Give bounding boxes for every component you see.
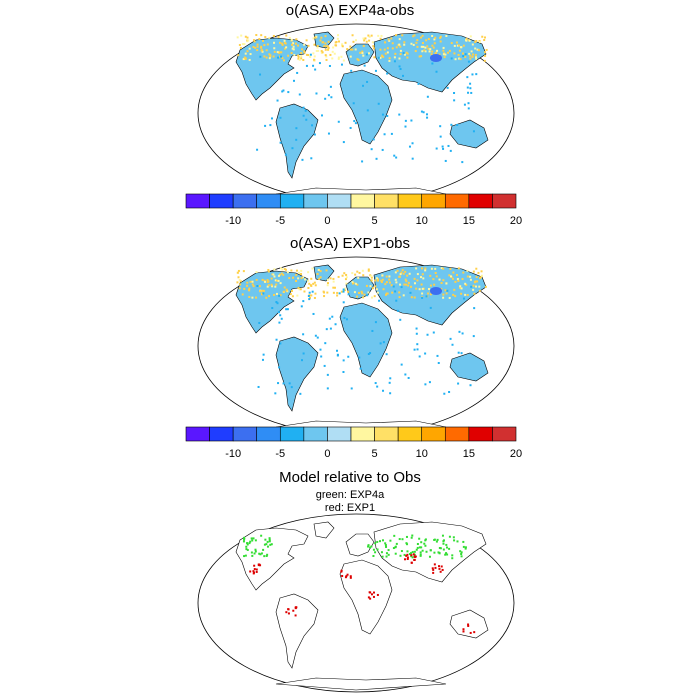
- continent-north-america: [235, 527, 309, 591]
- colorbar-swatch: [279, 426, 305, 442]
- colorbar-swatch: [303, 193, 328, 209]
- continent-australia: [449, 352, 489, 382]
- panel3-legend-green: green: EXP4a: [315, 489, 385, 501]
- strong-negative-patch: [430, 287, 442, 295]
- colorbar-tick-label: -10: [225, 215, 241, 227]
- exp1-cells: [249, 553, 476, 634]
- panel2-map: [197, 256, 515, 436]
- negative-anomaly-speckles: [256, 285, 476, 395]
- colorbar-swatch: [279, 193, 305, 209]
- negative-anomaly-speckles: [256, 52, 478, 164]
- panel1-map: [197, 23, 515, 203]
- continent-greenland: [313, 31, 335, 49]
- positive-anomaly-speckles: [236, 267, 487, 299]
- colorbar-tick-label: -5: [275, 448, 285, 460]
- colorbar-swatch: [421, 426, 446, 442]
- continent-south-america: [275, 336, 319, 412]
- colorbar-tick-label: 5: [372, 448, 378, 460]
- colorbar-swatch: [256, 426, 281, 442]
- panel3-title: Model relative to Obs: [279, 469, 421, 486]
- colorbar-swatch: [327, 426, 352, 442]
- colorbar-tick-label: 5: [372, 215, 378, 227]
- colorbar-swatch: [232, 426, 258, 442]
- colorbar-swatch: [374, 426, 399, 442]
- colorbar-tick-label: 15: [463, 215, 475, 227]
- exp4a-cells: [242, 534, 467, 560]
- colorbar-swatch: [303, 426, 328, 442]
- colorbar-swatch: [468, 426, 493, 442]
- colorbar-tick-label: 15: [463, 448, 475, 460]
- colorbar-swatch: [185, 426, 210, 442]
- continent-australia: [449, 119, 489, 149]
- colorbar-swatch: [350, 426, 375, 442]
- colorbar-swatch: [209, 426, 234, 442]
- continent-antarctica: [275, 677, 447, 691]
- colorbar-tick-label: -5: [275, 215, 285, 227]
- colorbar-swatch: [444, 193, 470, 209]
- strong-negative-patch: [430, 54, 442, 62]
- panel2-title: o(ASA) EXP1-obs: [289, 235, 411, 252]
- colorbar-swatch: [374, 193, 399, 209]
- panel1-title: o(ASA) EXP4a-obs: [285, 2, 415, 19]
- continent-africa: [339, 302, 393, 378]
- panel2-colorbar: -10 -5 0 5 10 15 20: [185, 426, 522, 460]
- colorbar-swatch: [185, 193, 210, 209]
- colorbar-swatch: [232, 193, 258, 209]
- colorbar-swatch: [397, 426, 423, 442]
- colorbar-swatch: [327, 193, 352, 209]
- continent-south-america: [275, 103, 319, 179]
- colorbar-tick-label: 20: [510, 215, 522, 227]
- colorbar-tick-label: 10: [416, 215, 428, 227]
- panel1-colorbar: -10 -5 0 5 10 15 20: [185, 193, 522, 227]
- colorbar-swatch: [397, 193, 423, 209]
- colorbar-swatch: [492, 193, 517, 209]
- continent-asia: [373, 521, 487, 583]
- panel3-legend-red: red: EXP1: [324, 502, 376, 514]
- colorbar-tick-label: -10: [225, 448, 241, 460]
- colorbar-swatch: [350, 193, 375, 209]
- continent-asia: [373, 31, 487, 93]
- colorbar-swatch: [209, 193, 234, 209]
- continent-africa: [339, 69, 393, 145]
- continent-africa: [339, 559, 393, 635]
- continent-greenland: [313, 521, 335, 539]
- colorbar-swatch: [256, 193, 281, 209]
- colorbar-swatch: [444, 426, 470, 442]
- panel3-map: [197, 513, 515, 693]
- colorbar-swatch: [468, 193, 493, 209]
- colorbar-tick-label: 10: [416, 448, 428, 460]
- colorbar-swatch: [492, 426, 517, 442]
- colorbar-tick-label: 0: [324, 215, 330, 227]
- colorbar-swatch: [421, 193, 446, 209]
- colorbar-tick-label: 0: [324, 448, 330, 460]
- colorbar-tick-label: 20: [510, 448, 522, 460]
